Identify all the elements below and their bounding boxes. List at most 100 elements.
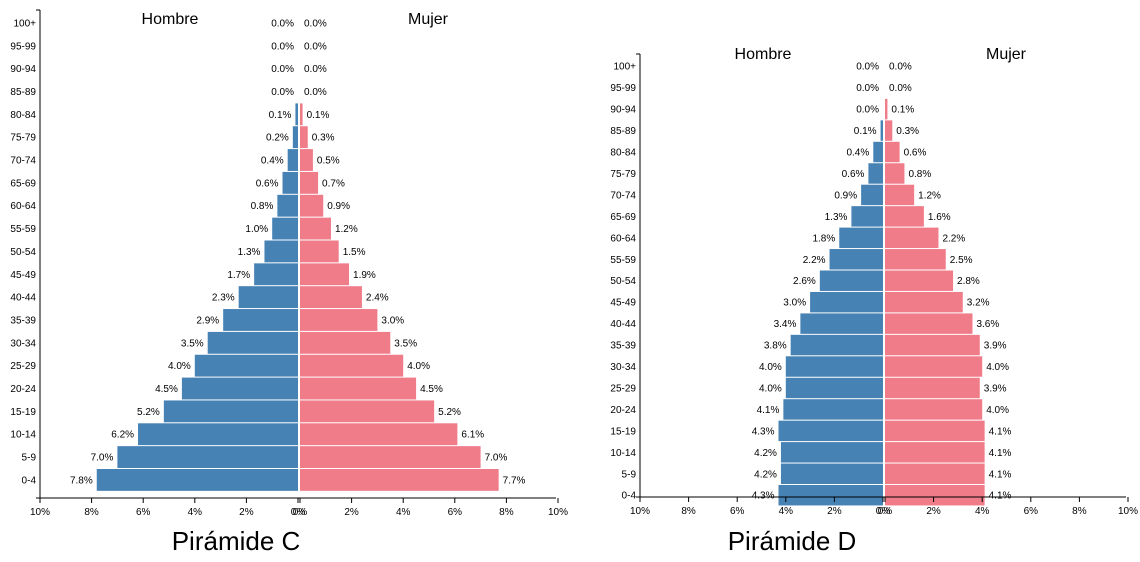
chart-caption: Pirámide D xyxy=(728,526,857,556)
x-tick-label: 10% xyxy=(548,507,568,518)
data-label-male-10-14: 6.2% xyxy=(111,430,134,441)
bar-female-35-39 xyxy=(885,334,980,356)
data-label-male-40-44: 2.3% xyxy=(212,293,235,304)
x-tick-label: 4% xyxy=(975,506,990,517)
bar-male-20-24 xyxy=(783,399,883,420)
data-label-male-60-64: 1.8% xyxy=(812,233,835,244)
bar-female-0-4 xyxy=(885,485,985,506)
bar-female-60-64 xyxy=(300,194,324,217)
data-label-female-30-34: 4.0% xyxy=(986,362,1009,373)
bar-female-75-79 xyxy=(300,126,308,149)
data-label-male-85-89: 0.1% xyxy=(854,126,877,137)
data-label-female-45-49: 3.2% xyxy=(967,298,990,309)
bar-female-30-34 xyxy=(885,356,983,377)
x-tick-label: 6% xyxy=(730,506,745,517)
x-tick-label: 8% xyxy=(84,507,99,518)
data-label-female-60-64: 0.9% xyxy=(327,201,350,212)
data-label-female-90-94: 0.0% xyxy=(304,64,327,75)
data-label-female-5-9: 7.0% xyxy=(485,453,508,464)
bar-male-5-9 xyxy=(780,463,883,484)
age-group-label: 90-94 xyxy=(10,64,36,75)
bar-female-25-29 xyxy=(885,377,980,399)
data-label-male-90-94: 0.0% xyxy=(271,64,294,75)
age-group-label: 50-54 xyxy=(10,247,36,258)
data-label-male-90-94: 0.0% xyxy=(856,105,879,116)
x-tick-label: 4% xyxy=(779,506,794,517)
data-label-female-35-39: 3.9% xyxy=(984,341,1007,352)
age-group-label: 0-4 xyxy=(22,475,37,486)
bar-male-55-59 xyxy=(829,249,883,270)
bar-female-35-39 xyxy=(300,309,378,331)
age-group-label: 60-64 xyxy=(610,233,636,244)
bar-male-60-64 xyxy=(839,227,883,249)
bar-male-15-19 xyxy=(778,420,883,442)
x-tick-label: 4% xyxy=(396,507,411,518)
bar-male-55-59 xyxy=(272,217,298,240)
pyramid-c: 0.0% 0.0% 100+ 0.0% 0.0% 95-99 0.0% 0.0% 90-94 0.… xyxy=(10,9,568,556)
age-group-label: 60-64 xyxy=(10,201,36,212)
data-label-female-50-54: 1.5% xyxy=(343,247,366,258)
bar-male-80-84 xyxy=(873,141,883,163)
bar-female-20-24 xyxy=(300,377,417,400)
x-tick-label: 8% xyxy=(681,506,696,517)
data-label-male-95-99: 0.0% xyxy=(856,83,879,94)
age-group-label: 25-29 xyxy=(610,383,636,394)
x-tick-label: 8% xyxy=(1072,506,1087,517)
data-label-female-70-74: 0.5% xyxy=(317,156,340,167)
bar-male-70-74 xyxy=(287,149,298,171)
data-label-female-90-94: 0.1% xyxy=(891,105,914,116)
bar-female-80-84 xyxy=(885,141,900,163)
data-label-female-65-69: 1.6% xyxy=(928,212,951,223)
x-tick-label: 0% xyxy=(876,506,891,517)
bar-female-15-19 xyxy=(300,400,435,423)
age-group-label: 70-74 xyxy=(610,190,636,201)
bar-female-90-94 xyxy=(885,98,888,120)
data-label-male-30-34: 4.0% xyxy=(759,362,782,373)
x-tick-label: 6% xyxy=(448,507,463,518)
x-tick-label: 8% xyxy=(499,507,514,518)
age-group-label: 90-94 xyxy=(610,105,636,116)
data-label-female-20-24: 4.0% xyxy=(986,405,1009,416)
data-label-female-0-4: 4.1% xyxy=(989,491,1012,502)
age-group-label: 5-9 xyxy=(622,469,637,480)
x-tick-label: 6% xyxy=(136,507,151,518)
bar-male-30-34 xyxy=(785,356,883,377)
age-group-label: 35-39 xyxy=(10,315,36,326)
data-label-female-45-49: 1.9% xyxy=(353,270,376,281)
bar-female-45-49 xyxy=(300,263,350,286)
data-label-male-80-84: 0.4% xyxy=(846,148,869,159)
data-label-female-40-44: 3.6% xyxy=(976,319,999,330)
data-label-male-55-59: 1.0% xyxy=(245,224,268,235)
x-tick-label: 0% xyxy=(878,506,893,517)
bar-female-10-14 xyxy=(885,442,985,463)
age-group-label: 45-49 xyxy=(10,270,36,281)
bar-male-0-4 xyxy=(96,469,298,491)
data-label-male-20-24: 4.1% xyxy=(757,405,780,416)
bar-female-55-59 xyxy=(300,217,331,240)
data-label-male-0-4: 7.8% xyxy=(70,475,93,486)
data-label-female-95-99: 0.0% xyxy=(889,83,912,94)
data-label-female-95-99: 0.0% xyxy=(304,41,327,52)
data-label-female-100+: 0.0% xyxy=(889,62,912,73)
data-label-male-65-69: 0.6% xyxy=(256,178,279,189)
bar-male-45-49 xyxy=(254,263,298,286)
data-label-male-25-29: 4.0% xyxy=(759,383,782,394)
data-label-male-100+: 0.0% xyxy=(271,18,294,29)
bar-female-70-74 xyxy=(885,184,915,206)
data-label-female-80-84: 0.1% xyxy=(307,110,330,121)
bar-male-15-19 xyxy=(163,400,298,423)
data-label-female-25-29: 3.9% xyxy=(984,383,1007,394)
data-label-female-15-19: 5.2% xyxy=(438,407,461,418)
data-label-male-40-44: 3.4% xyxy=(774,319,797,330)
age-group-label: 15-19 xyxy=(610,426,636,437)
bar-male-25-29 xyxy=(194,354,298,377)
age-group-label: 10-14 xyxy=(610,448,636,459)
bar-female-65-69 xyxy=(885,206,924,227)
bar-female-85-89 xyxy=(885,120,893,141)
legend-mujer: Mujer xyxy=(408,11,449,28)
data-label-female-75-79: 0.8% xyxy=(908,169,931,180)
age-group-label: 20-24 xyxy=(10,384,36,395)
data-label-female-50-54: 2.8% xyxy=(957,276,980,287)
